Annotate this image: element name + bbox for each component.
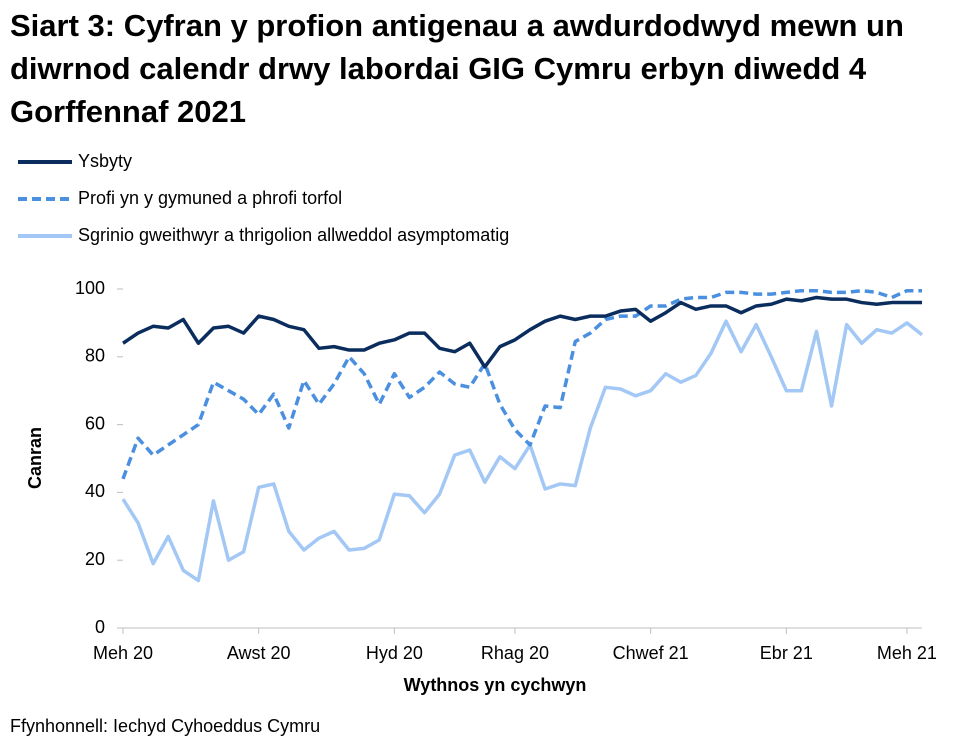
x-axis-label: Wythnos yn cychwyn (404, 675, 587, 695)
x-tick-label: Chwef 21 (613, 643, 689, 663)
legend-label: Sgrinio gweithwyr a thrigolion allweddol… (78, 225, 509, 245)
series-line (122, 295, 922, 369)
x-tick-label: Ebr 21 (760, 643, 813, 663)
series-line (121, 288, 922, 480)
source: Ffynhonnell: Iechyd Cyhoeddus Cymru (10, 716, 320, 736)
legend-label: Ysbyty (78, 151, 132, 171)
y-tick-label: 40 (85, 481, 105, 501)
x-tick-label: Rhag 20 (481, 643, 549, 663)
series-line (121, 319, 924, 583)
chart-title: Siart 3: Cyfran y profion antigenau a aw… (10, 8, 904, 129)
legend-label: Profi yn y gymuned a phrofi torfol (78, 188, 342, 208)
x-tick-label: Hyd 20 (366, 643, 423, 663)
y-tick-label: 80 (85, 346, 105, 366)
y-axis-label: Canran (25, 427, 45, 489)
x-tick-label: Awst 20 (227, 643, 291, 663)
y-tick-label: 20 (85, 549, 105, 569)
y-tick-label: 100 (75, 278, 105, 298)
y-tick-label: 0 (95, 617, 105, 637)
x-tick-label: Meh 21 (877, 643, 937, 663)
y-tick-label: 60 (85, 413, 105, 433)
x-tick-label: Meh 20 (93, 643, 153, 663)
